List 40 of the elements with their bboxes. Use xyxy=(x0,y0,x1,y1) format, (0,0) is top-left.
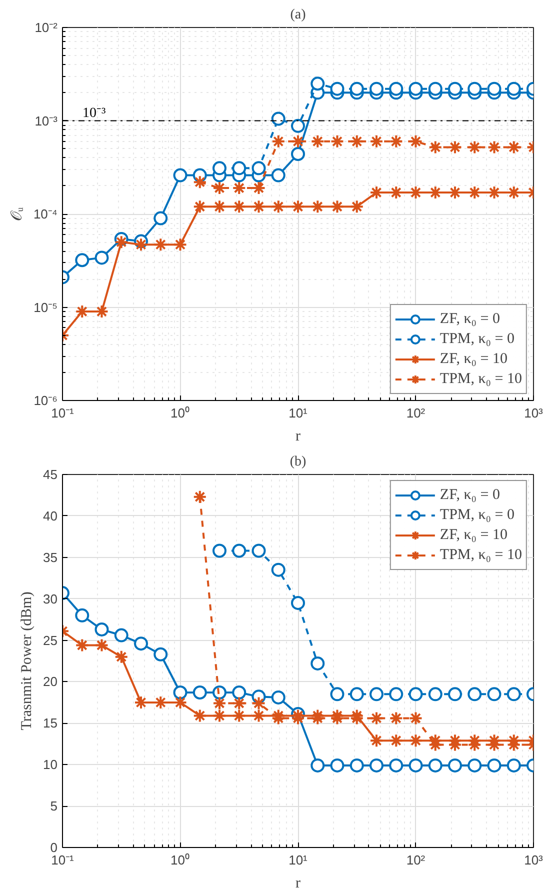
x-tick-label: 10⁻¹ xyxy=(51,406,75,420)
y-tick-label: 35 xyxy=(43,550,58,565)
y-tick-label: 45 xyxy=(43,467,58,482)
x-tick-label: 10⁻¹ xyxy=(51,852,75,868)
legend-label: ZF, κ₀ = 0 xyxy=(440,310,500,328)
legend-label: TPM, κ₀ = 0 xyxy=(440,330,514,348)
y-axis-title: Trasnmit Power (dBm) xyxy=(19,592,36,730)
x-tick-label: 10³ xyxy=(524,406,544,420)
y-tick-label: 40 xyxy=(43,508,58,524)
legend-label: TPM, κ₀ = 10 xyxy=(440,546,522,564)
x-tick-label: 10³ xyxy=(524,852,544,868)
x-tick-label: 10² xyxy=(406,852,426,868)
y-tick-label: 10⁻⁴ xyxy=(33,206,58,222)
y-tick-label: 10⁻² xyxy=(34,20,58,35)
legend-label: TPM, κ₀ = 0 xyxy=(440,506,514,524)
x-axis-title: r xyxy=(296,428,300,444)
x-tick-label: 10² xyxy=(406,406,426,420)
legend-label: ZF, κ₀ = 10 xyxy=(440,526,508,544)
y-tick-label: 15 xyxy=(43,716,58,731)
x-tick-label: 10¹ xyxy=(288,852,308,868)
y-tick-label: 30 xyxy=(43,591,58,606)
y-tick-label: 0 xyxy=(50,840,58,855)
x-tick-label: 10¹ xyxy=(288,406,308,420)
legend-label: ZF, κ₀ = 0 xyxy=(440,486,500,504)
y-tick-label: 25 xyxy=(43,632,58,648)
ref-line-label: 10⁻³ xyxy=(82,106,106,121)
y-tick-label: 10⁻⁵ xyxy=(34,300,58,315)
y-axis-title: 𝒪ᵤ xyxy=(9,206,26,221)
x-tick-label: 10⁰ xyxy=(170,852,190,868)
y-tick-label: 10⁻⁶ xyxy=(34,393,58,408)
y-tick-label: 10⁻³ xyxy=(34,113,58,128)
legend-label: TPM, κ₀ = 10 xyxy=(440,370,522,388)
legend-label: ZF, κ₀ = 10 xyxy=(440,350,508,368)
x-tick-label: 10⁰ xyxy=(170,406,190,420)
y-tick-label: 10 xyxy=(43,757,58,772)
chart-title: (b) xyxy=(290,454,306,470)
y-tick-label: 20 xyxy=(43,674,58,690)
y-tick-label: 5 xyxy=(50,798,58,814)
chart-title: (a) xyxy=(290,8,306,22)
x-axis-title: r xyxy=(296,876,300,892)
